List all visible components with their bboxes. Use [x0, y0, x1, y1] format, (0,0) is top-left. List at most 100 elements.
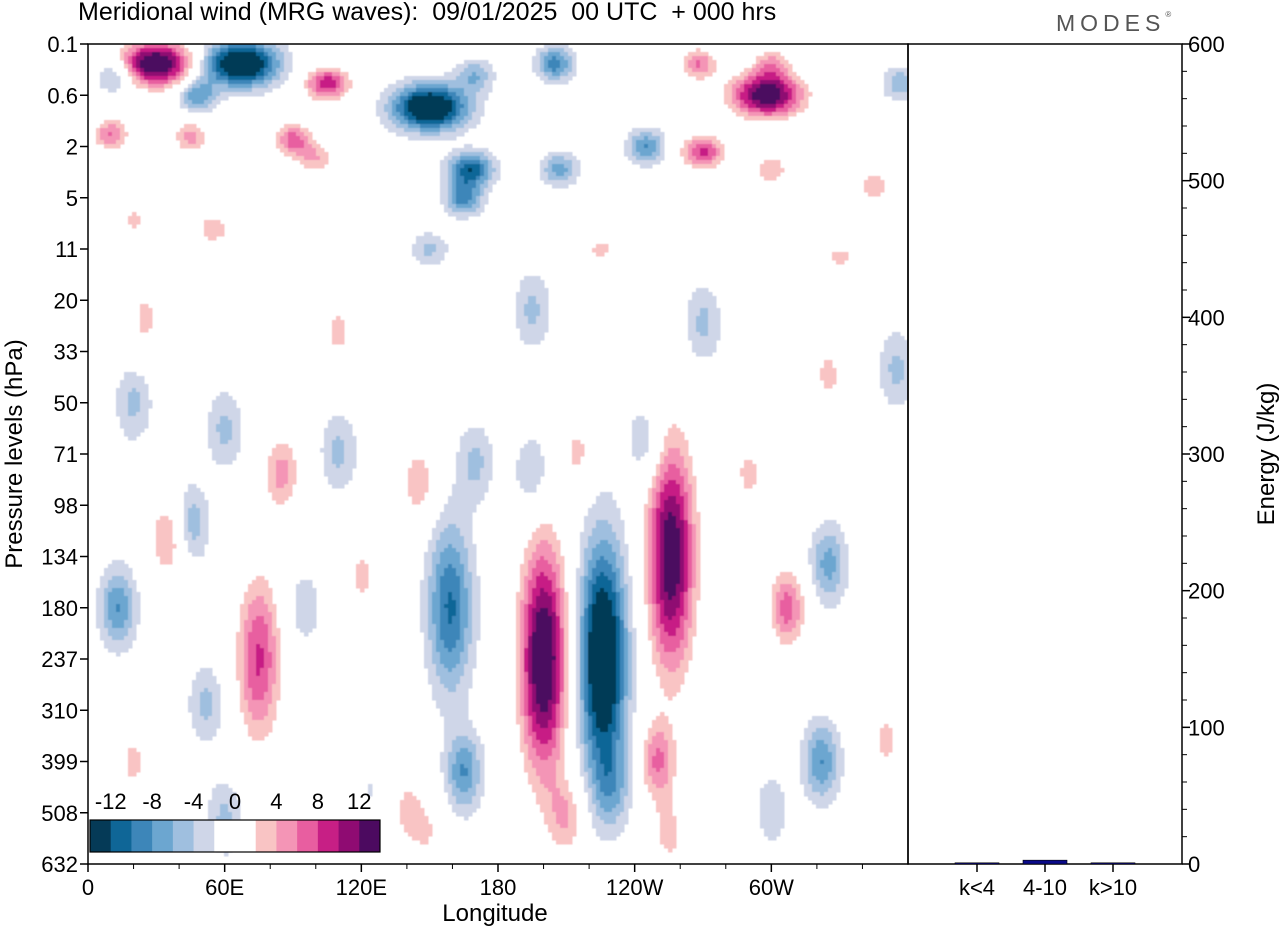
heatmap-cell: [528, 644, 533, 649]
heatmap-cell: [516, 668, 521, 673]
colorbar-swatch: [172, 820, 194, 852]
heatmap-cell: [524, 548, 537, 553]
heatmap-cell: [772, 596, 777, 601]
heatmap-cell: [744, 464, 757, 469]
heatmap-cell: [616, 560, 625, 565]
heatmap-cell: [236, 672, 245, 677]
heatmap-cell: [620, 664, 625, 669]
heatmap-cell: [664, 628, 677, 633]
heatmap-cell: [656, 784, 665, 789]
heatmap-cell: [584, 656, 589, 661]
heatmap-cell: [652, 656, 661, 661]
heatmap-cell: [560, 580, 565, 585]
heatmap-cell: [128, 404, 141, 409]
heatmap-cell: [460, 112, 469, 117]
heatmap-cell: [688, 328, 697, 333]
heatmap-cell: [792, 80, 797, 85]
heatmap-cell: [580, 556, 585, 561]
heatmap-cell: [128, 608, 133, 613]
heatmap-cell: [780, 612, 793, 617]
heatmap-cell: [604, 808, 613, 813]
heatmap-cell: [616, 668, 621, 673]
heatmap-cell: [480, 468, 493, 473]
heatmap-cell: [624, 700, 629, 705]
colorbar-label: 4: [270, 789, 282, 814]
heatmap-cell: [616, 644, 621, 649]
heatmap-cell: [440, 592, 449, 597]
heatmap-cell: [616, 620, 621, 625]
heatmap-cell: [664, 756, 669, 761]
heatmap-cell: [660, 152, 665, 157]
heatmap-cell: [448, 776, 453, 781]
heatmap-cell: [524, 312, 541, 317]
heatmap-cell: [456, 480, 489, 485]
heatmap-cell: [752, 84, 761, 89]
heatmap-cell: [692, 140, 713, 145]
heatmap-cell: [244, 620, 253, 625]
heatmap-cell: [748, 72, 757, 77]
heatmap-cell: [468, 112, 473, 117]
heatmap-cell: [144, 72, 169, 77]
heatmap-cell: [552, 696, 557, 701]
heatmap-cell: [528, 608, 533, 613]
heatmap-cell: [456, 128, 469, 133]
heatmap-cell: [216, 96, 229, 101]
heatmap-cell: [264, 692, 273, 697]
heatmap-cell: [620, 548, 629, 553]
heatmap-cell: [832, 576, 841, 581]
heatmap-cell: [588, 760, 597, 765]
heatmap-cell: [264, 52, 269, 57]
heatmap-cell: [608, 576, 617, 581]
heatmap-cell: [428, 632, 437, 637]
heatmap-cell: [628, 708, 637, 713]
heatmap-cell: [780, 76, 789, 81]
heatmap-cell: [476, 748, 485, 753]
heatmap-cell: [708, 56, 713, 61]
heatmap-cell: [532, 648, 553, 653]
heatmap-cell: [528, 636, 533, 641]
heatmap-cell: [592, 684, 617, 689]
heatmap-cell: [180, 68, 185, 73]
heatmap-cell: [632, 656, 637, 661]
heatmap-cell: [248, 608, 269, 613]
heatmap-cell: [540, 524, 553, 529]
heatmap-cell: [552, 664, 557, 669]
heatmap-cell: [632, 680, 637, 685]
heatmap-cell: [376, 100, 389, 105]
heatmap-cell: [220, 808, 229, 813]
heatmap-cell: [212, 712, 221, 717]
heatmap-cell: [684, 508, 689, 513]
heatmap-cell: [124, 56, 129, 61]
heatmap-cell: [316, 88, 337, 93]
heatmap-cell: [580, 740, 585, 745]
heatmap-cell: [268, 488, 293, 493]
heatmap-cell: [444, 156, 453, 161]
heatmap-cell: [452, 196, 457, 201]
heatmap-cell: [408, 468, 429, 473]
heatmap-cell: [188, 512, 201, 517]
heatmap-cell: [524, 672, 529, 677]
heatmap-cell: [524, 668, 529, 673]
heatmap-cell: [548, 788, 561, 793]
heatmap-cell: [456, 524, 473, 529]
heatmap-cell: [268, 704, 277, 709]
heatmap-cell: [420, 600, 429, 605]
heatmap-cell: [660, 588, 665, 593]
heatmap-cell: [756, 64, 765, 69]
heatmap-cell: [208, 444, 241, 449]
heatmap-cell: [740, 100, 745, 105]
heatmap-cell: [576, 740, 581, 745]
heatmap-cell: [760, 792, 785, 797]
heatmap-cell: [524, 756, 529, 761]
heatmap-cell: [128, 756, 141, 761]
heatmap-cell: [748, 104, 757, 109]
heatmap-cell: [616, 748, 625, 753]
heatmap-cell: [680, 508, 685, 513]
heatmap-cell: [620, 724, 625, 729]
heatmap-cell: [356, 576, 369, 581]
heatmap-cell: [228, 416, 241, 421]
heatmap-cell: [688, 536, 693, 541]
heatmap-cell: [516, 716, 525, 721]
heatmap-cell: [588, 584, 593, 589]
heatmap-cell: [388, 116, 397, 121]
